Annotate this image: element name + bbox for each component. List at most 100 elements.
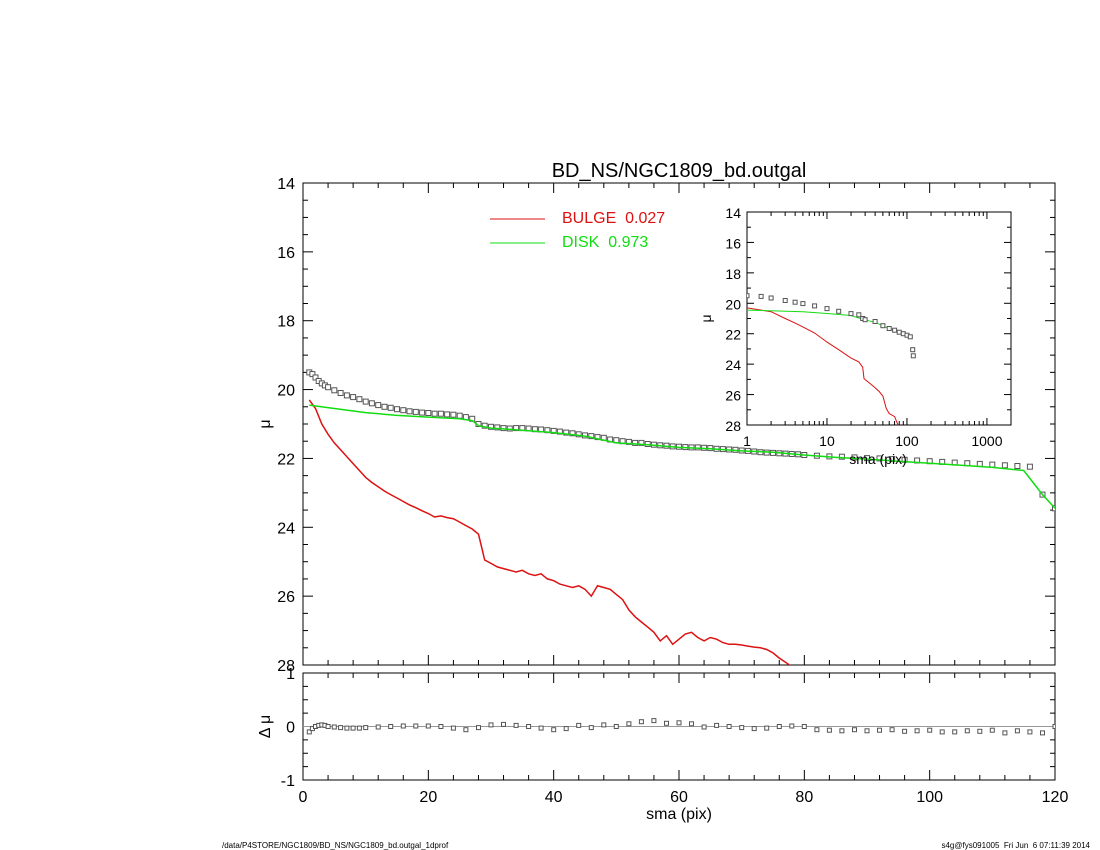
residual-point xyxy=(726,724,732,729)
residual-point xyxy=(789,723,795,729)
inset-x-tick-label: 1000 xyxy=(971,433,1002,449)
data-point xyxy=(381,403,388,410)
residual-point xyxy=(814,727,820,733)
data-point xyxy=(362,398,369,405)
residual-point xyxy=(864,728,870,734)
residual-point xyxy=(764,725,770,731)
inset-y-tick-label: 24 xyxy=(725,357,741,373)
residual-point xyxy=(501,721,506,727)
series-bulge xyxy=(308,399,791,665)
data-point xyxy=(588,433,595,440)
residual-point xyxy=(902,728,908,734)
data-point xyxy=(864,455,870,462)
residual-y-tick-label: 0 xyxy=(286,720,295,737)
inset-data-point xyxy=(758,293,764,299)
inset-y-tick-label: 22 xyxy=(725,327,741,343)
footer-file-path: /data/P4STORE/NGC1809/BD_NS/NGC1809_bd.o… xyxy=(222,841,449,850)
residual-point xyxy=(338,725,344,731)
data-point xyxy=(550,427,557,434)
data-point xyxy=(488,423,494,430)
data-point xyxy=(400,407,407,414)
inset-data-point xyxy=(848,311,854,317)
inset-data-point xyxy=(747,293,750,299)
inset-bg xyxy=(747,212,1011,425)
data-point xyxy=(356,396,363,403)
chart-title: BD_NS/NGC1809_bd.outgal xyxy=(552,160,807,182)
data-point xyxy=(387,404,394,411)
residual-y-tick-label: -1 xyxy=(281,773,295,790)
inset-data-point xyxy=(782,298,788,303)
residual-point xyxy=(363,725,369,731)
data-point xyxy=(343,392,350,399)
y-tick-label: 16 xyxy=(277,245,295,262)
residual-point xyxy=(776,724,782,729)
data-point xyxy=(375,402,382,409)
data-point xyxy=(1014,463,1021,469)
residual-point xyxy=(1027,729,1033,735)
inset-data-point xyxy=(836,308,842,314)
residual-point xyxy=(889,727,895,733)
inset-y-tick-label: 28 xyxy=(725,418,741,434)
residual-point xyxy=(488,722,494,728)
data-point xyxy=(513,425,520,432)
residual-point xyxy=(751,726,757,732)
residual-point xyxy=(952,729,958,735)
residual-point xyxy=(388,724,394,729)
residual-point xyxy=(964,728,970,734)
data-point xyxy=(437,410,444,417)
data-point xyxy=(412,408,419,415)
inset-data-point xyxy=(872,319,878,324)
inset-data-point xyxy=(792,299,798,305)
inset-y-tick-label: 16 xyxy=(725,235,741,251)
y-tick-label: 26 xyxy=(277,589,295,606)
data-point xyxy=(444,411,451,418)
residual-point xyxy=(306,729,312,735)
data-point xyxy=(694,444,701,451)
legend-disk-label: DISK 0.973 xyxy=(562,234,648,251)
data-point xyxy=(594,434,601,441)
residual-point xyxy=(714,722,720,728)
residual-point xyxy=(839,728,845,734)
residual-point xyxy=(927,727,933,733)
data-point xyxy=(312,374,319,381)
data-point xyxy=(575,431,582,438)
y-tick-label: 18 xyxy=(277,314,295,331)
inset-series-bulge xyxy=(747,307,899,425)
inset-x-tick-label: 10 xyxy=(819,433,835,449)
residual-point xyxy=(914,728,920,734)
residual-point xyxy=(989,727,995,733)
y-tick-label: 28 xyxy=(277,658,295,675)
data-point xyxy=(889,456,896,463)
data-point xyxy=(838,453,845,460)
residual-point xyxy=(513,722,519,728)
y-tick-label: 24 xyxy=(277,520,295,537)
main-profile-panel: 14 16 18 20 22 24 26 28 μ xyxy=(257,176,1056,675)
y-axis-label: μ xyxy=(257,419,274,428)
inset-data-point xyxy=(880,323,886,329)
y-tick-label: 20 xyxy=(277,383,295,400)
inset-data-point xyxy=(812,303,818,309)
data-point xyxy=(851,454,858,461)
inset-y-tick-label: 18 xyxy=(725,266,741,282)
x-tick-label: 100 xyxy=(916,789,943,806)
data-point xyxy=(556,428,563,435)
inset-log-panel: 14 16 18 20 22 24 26 281 10 100 1000 sma (pix) μ xyxy=(698,205,1012,467)
residual-point xyxy=(413,723,419,729)
data-point xyxy=(431,410,438,417)
data-point xyxy=(450,411,457,418)
residual-point xyxy=(852,727,857,733)
data-point xyxy=(331,387,338,394)
footer-timestamp: s4g@fys091005 Fri Jun 6 07:11:39 2014 xyxy=(941,841,1090,850)
data-point xyxy=(406,408,413,415)
residual-point xyxy=(344,725,350,731)
residual-point xyxy=(1052,724,1055,729)
data-point xyxy=(638,439,645,446)
inset-data-point xyxy=(907,334,913,340)
inset-y-tick-label: 20 xyxy=(725,296,741,312)
data-point xyxy=(876,455,883,462)
data-point xyxy=(569,430,576,437)
inset-data-point xyxy=(910,353,916,359)
residual-point xyxy=(551,727,557,733)
series-disk xyxy=(309,404,1055,509)
